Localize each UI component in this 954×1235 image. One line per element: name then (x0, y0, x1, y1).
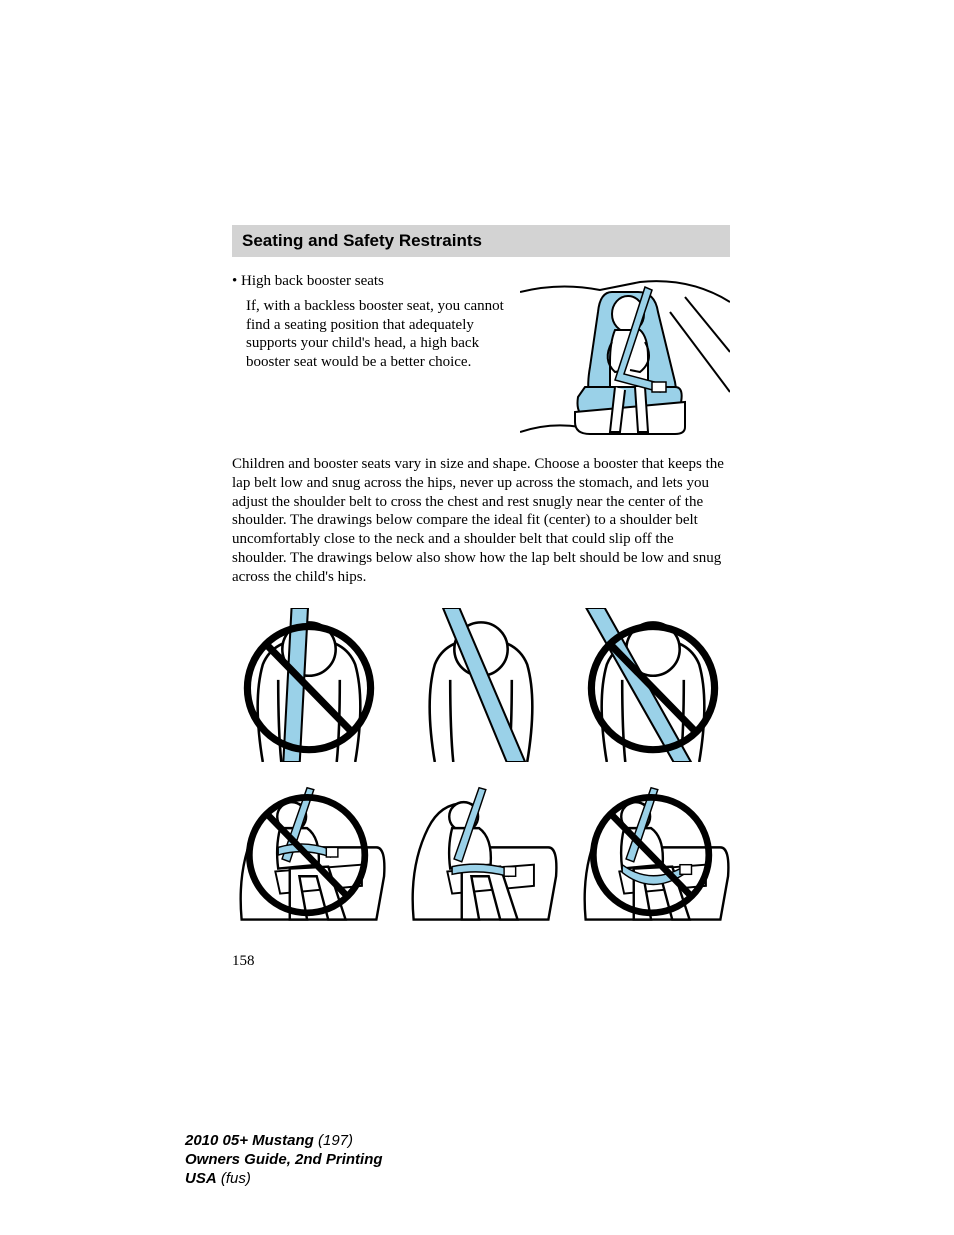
page-content: Seating and Safety Restraints High back … (232, 225, 730, 970)
illus-belt-center (404, 608, 558, 762)
footer-region: USA (185, 1170, 217, 1187)
footer: 2010 05+ Mustang (197) Owners Guide, 2nd… (185, 1132, 383, 1188)
illus-lapbelt-correct (404, 780, 558, 924)
bullet-description: If, with a backless booster seat, you ca… (232, 297, 508, 372)
bullet-label: High back booster seats (246, 272, 508, 291)
footer-model-code: (197) (318, 1132, 353, 1149)
bullet-block: High back booster seats If, with a backl… (232, 272, 730, 437)
illus-lapbelt-high (232, 780, 386, 924)
footer-guide: Owners Guide, 2nd Printing (185, 1151, 383, 1170)
page-number: 158 (232, 953, 730, 970)
illus-lapbelt-loose (576, 780, 730, 924)
body-paragraph: Children and booster seats vary in size … (232, 455, 730, 586)
illus-belt-off-shoulder (576, 608, 730, 762)
bullet-text: High back booster seats If, with a backl… (232, 272, 508, 437)
illustration-grid (232, 608, 730, 924)
section-header: Seating and Safety Restraints (232, 225, 730, 257)
footer-region-code: (fus) (221, 1170, 251, 1187)
footer-model: 2010 05+ Mustang (185, 1132, 314, 1149)
highback-booster-illustration (520, 272, 730, 437)
illus-belt-close-neck (232, 608, 386, 762)
